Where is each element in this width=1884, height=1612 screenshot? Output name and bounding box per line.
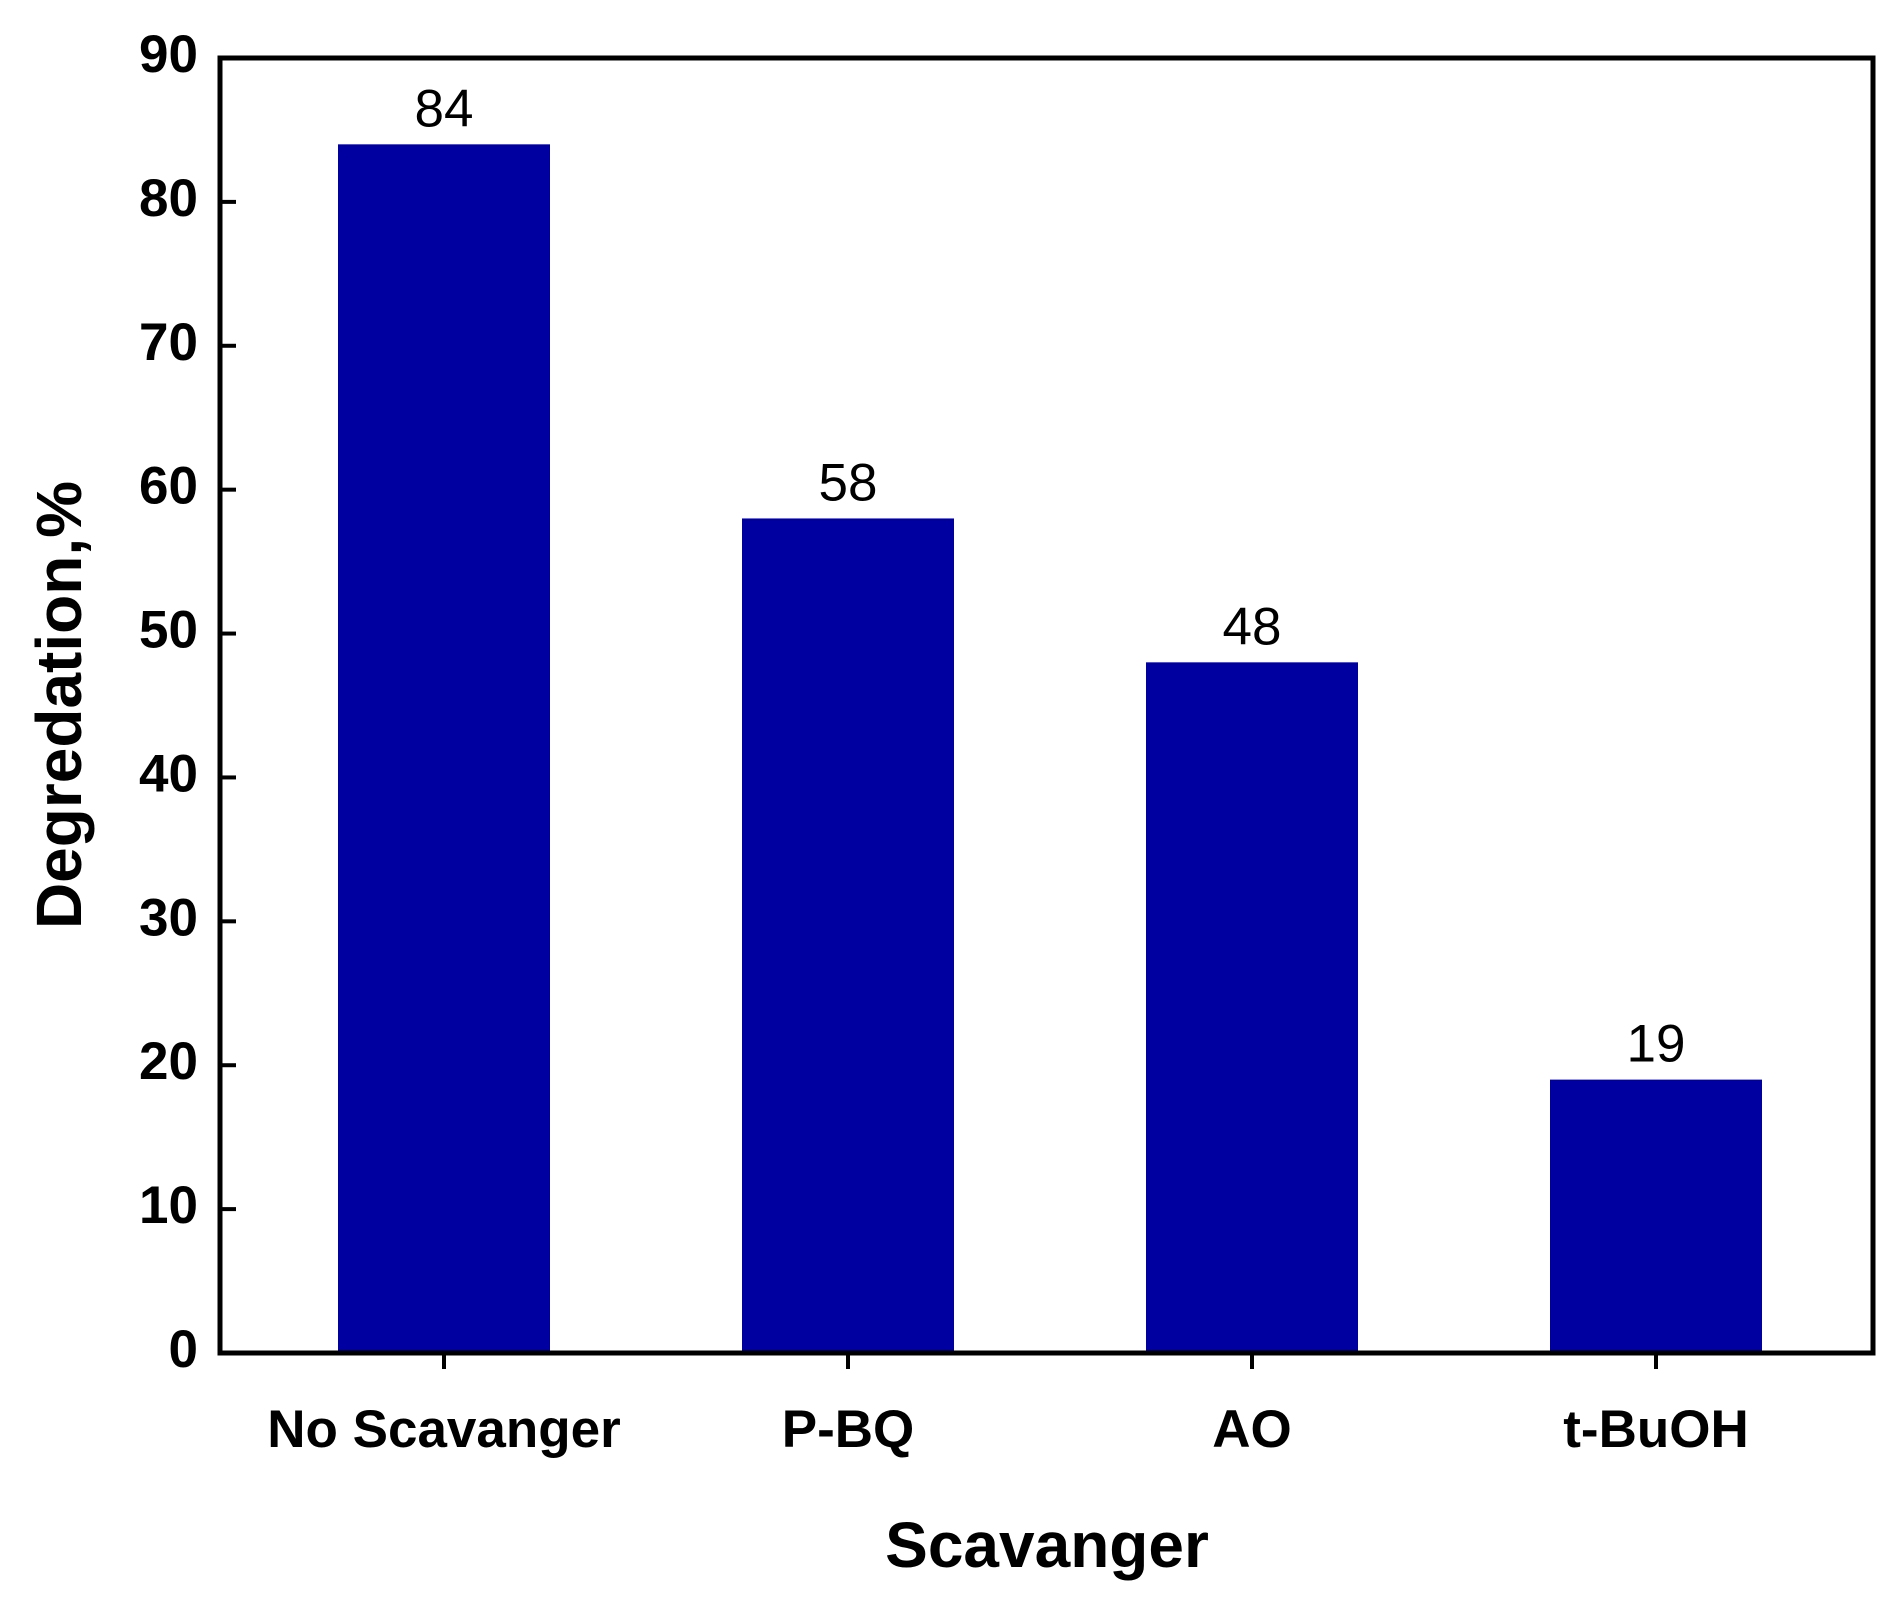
y-tick-label: 40: [139, 744, 198, 803]
y-tick-label: 60: [139, 457, 198, 516]
y-tick-label: 0: [169, 1320, 198, 1379]
value-label: 58: [819, 453, 878, 512]
x-tick-label: P-BQ: [782, 1400, 915, 1459]
y-tick-label: 80: [139, 169, 198, 228]
x-tick-label: No Scavanger: [267, 1400, 620, 1459]
y-tick-label: 30: [139, 888, 198, 947]
y-tick-label: 20: [139, 1032, 198, 1091]
x-tick-label: t-BuOH: [1563, 1400, 1748, 1459]
value-label: 84: [415, 79, 474, 138]
value-label: 19: [1627, 1015, 1686, 1074]
bar: [742, 518, 954, 1353]
y-tick-label: 70: [139, 313, 198, 372]
y-tick-label: 10: [139, 1176, 198, 1235]
plot-frame: [217, 55, 1876, 1356]
y-tick-label: 50: [139, 601, 198, 660]
y-tick-label: 90: [139, 25, 198, 84]
x-axis-title: Scavanger: [885, 1509, 1209, 1581]
y-axis-title: Degredation,%: [23, 481, 95, 929]
bar: [338, 144, 550, 1353]
bar: [1550, 1079, 1762, 1353]
bar: [1146, 662, 1358, 1353]
x-tick-label: AO: [1212, 1400, 1292, 1459]
value-label: 48: [1223, 597, 1282, 656]
